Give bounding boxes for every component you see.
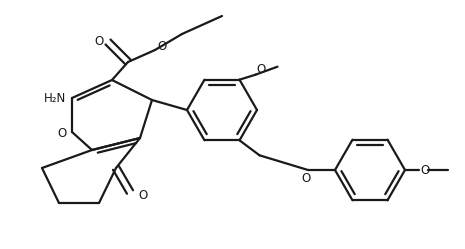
Text: O: O bbox=[301, 172, 311, 185]
Text: O: O bbox=[58, 126, 67, 139]
Text: H₂N: H₂N bbox=[44, 91, 66, 105]
Text: O: O bbox=[420, 164, 429, 177]
Text: O: O bbox=[257, 63, 266, 76]
Text: O: O bbox=[157, 40, 166, 53]
Text: O: O bbox=[138, 188, 147, 201]
Text: O: O bbox=[95, 35, 104, 48]
